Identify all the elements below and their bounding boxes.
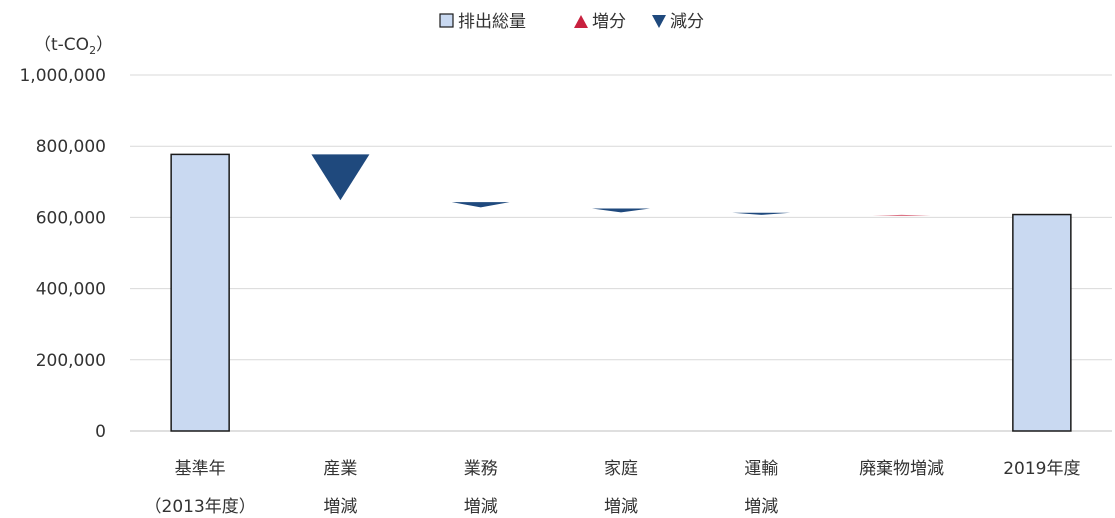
legend-total-swatch (439, 13, 454, 28)
category-label: 増減 (744, 497, 778, 517)
category-label: （2013年度） (145, 497, 256, 517)
y-tick-label: 400,000 (36, 280, 106, 300)
legend-decrease-label: 減分 (670, 12, 704, 32)
category-label: 業務 (464, 459, 498, 479)
gridlines (130, 74, 1112, 432)
y-axis-ticks: 0 200,000 400,000 600,000 800,000 1,000,000 (19, 66, 106, 442)
category-label: 家庭 (604, 459, 638, 479)
data-marks (170, 153, 1072, 432)
legend-total-label: 排出総量 (458, 12, 526, 32)
legend: 排出総量 増分 減分 (439, 12, 704, 32)
decrease-marker (732, 212, 791, 215)
category-label: 運輸 (744, 459, 778, 479)
category-label: 増減 (323, 497, 357, 517)
y-tick-label: 600,000 (36, 208, 106, 228)
category-label: 廃棄物増減 (859, 459, 944, 479)
decrease-marker (451, 202, 510, 208)
y-axis-unit-label: （t-CO2） (34, 35, 113, 57)
category-label: 産業 (323, 459, 357, 479)
category-label: 基準年 (175, 459, 226, 479)
legend-decrease-marker (652, 15, 666, 28)
y-tick-label: 800,000 (36, 137, 106, 157)
y-tick-label: 0 (95, 422, 106, 442)
legend-increase-label: 増分 (592, 12, 626, 32)
increase-marker (872, 214, 931, 216)
y-tick-label: 200,000 (36, 351, 106, 371)
legend-increase-marker (574, 15, 588, 28)
total-bar (1012, 213, 1072, 432)
total-bar (170, 153, 230, 432)
decrease-marker (592, 208, 650, 213)
category-label: 増減 (464, 497, 498, 517)
category-label: 増減 (604, 497, 638, 517)
decrease-marker (311, 154, 370, 201)
category-label: 2019年度 (1003, 459, 1080, 479)
y-tick-label: 1,000,000 (19, 66, 106, 86)
